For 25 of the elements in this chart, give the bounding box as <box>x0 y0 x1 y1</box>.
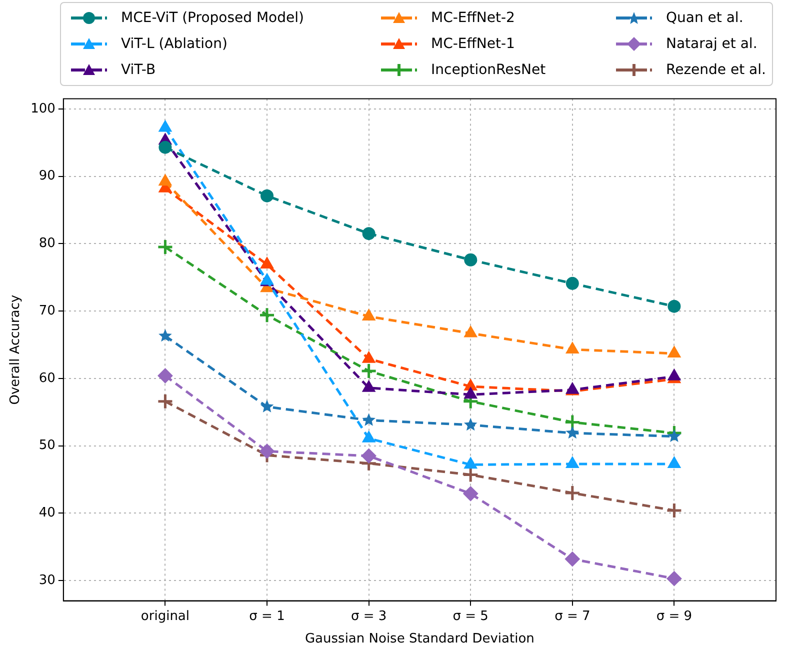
y-tick-label: 90 <box>38 168 56 184</box>
x-tick-label: σ = 3 <box>350 608 387 624</box>
legend-label: Quan et al. <box>666 10 744 26</box>
legend-label: MC-EffNet-2 <box>431 10 515 26</box>
legend-label: MCE-ViT (Proposed Model) <box>121 10 304 26</box>
y-tick-label: 80 <box>38 236 56 252</box>
y-tick-label: 40 <box>38 506 56 521</box>
y-tick-label: 60 <box>38 370 56 386</box>
y-axis-title: Overall Accuracy <box>8 294 24 405</box>
legend-label: InceptionResNet <box>431 62 546 78</box>
legend-label: ViT-B <box>121 62 156 78</box>
legend-label: ViT-L (Ablation) <box>121 36 228 52</box>
legend-label: Rezende et al. <box>666 62 766 78</box>
y-tick-label: 50 <box>38 438 56 454</box>
x-tick-label: σ = 9 <box>656 608 692 624</box>
y-tick-label: 30 <box>38 572 56 588</box>
x-axis-title: Gaussian Noise Standard Deviation <box>304 632 534 647</box>
y-tick-label: 70 <box>38 303 56 318</box>
y-tick-label: 100 <box>30 101 56 116</box>
x-tick-label: σ = 7 <box>554 608 590 624</box>
x-tick-label: original <box>140 608 190 624</box>
x-tick-label: σ = 5 <box>452 608 488 624</box>
x-tick-label: σ = 1 <box>249 608 285 624</box>
legend-label: MC-EffNet-1 <box>431 36 515 52</box>
legend-label: Nataraj et al. <box>666 36 758 52</box>
